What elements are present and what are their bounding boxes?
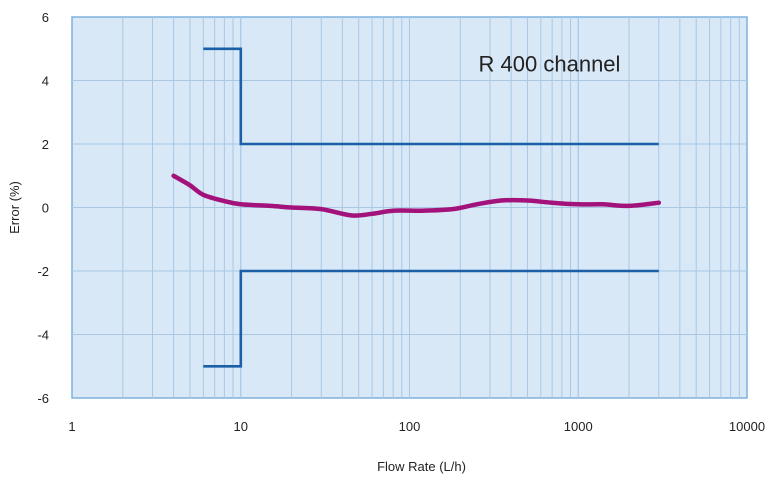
y-tick-label: 6	[42, 10, 49, 25]
y-tick-label: -2	[37, 264, 49, 279]
y-tick-label: 2	[42, 137, 49, 152]
series-line-error-curve	[171, 173, 662, 218]
y-tick-label: 4	[42, 74, 49, 89]
x-tick-label: 10000	[729, 419, 765, 434]
series-line-lower-limit	[203, 269, 659, 368]
x-tick-label: 10	[234, 419, 248, 434]
tick-labels: 1 10 100 1000 10000 -6 -4 -2 0 2 4 6	[37, 10, 765, 434]
x-tick-label: 100	[399, 419, 421, 434]
y-tick-label: -4	[37, 328, 49, 343]
series-group	[171, 47, 662, 368]
x-axis-label: Flow Rate (L/h)	[377, 459, 466, 474]
x-tick-label: 1	[68, 419, 75, 434]
y-tick-label: 0	[42, 201, 49, 216]
x-tick-label: 1000	[564, 419, 593, 434]
chart-title: R 400 channel	[479, 52, 621, 77]
y-tick-label: -6	[37, 391, 49, 406]
y-axis-label: Error (%)	[7, 181, 22, 234]
series-line-upper-limit	[203, 47, 659, 146]
